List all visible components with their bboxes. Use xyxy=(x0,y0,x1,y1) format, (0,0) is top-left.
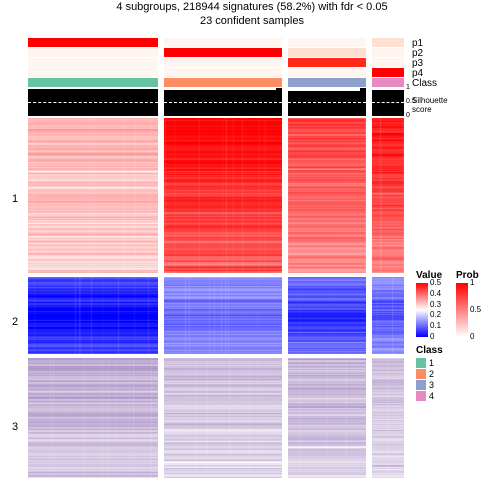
row-group-label-3: 3 xyxy=(12,421,18,433)
class-legend-item-1: 1 xyxy=(416,358,488,368)
annot-row-p2 xyxy=(28,48,408,57)
silhouette-label: Silhouette score xyxy=(412,96,448,114)
legend-area: Value 0.50.40.30.20.10 Prob 10.50 Class … xyxy=(416,270,488,402)
heat-block-r3-c2 xyxy=(164,358,282,478)
row-group-label-2: 2 xyxy=(12,316,18,328)
annot-row-p3 xyxy=(28,58,408,67)
heat-block-r3-c1 xyxy=(28,358,158,478)
annot-label-class: Class xyxy=(412,78,437,89)
class-legend-item-3: 3 xyxy=(416,380,488,390)
heat-block-r3-c3 xyxy=(288,358,366,478)
heat-block-r2-c2 xyxy=(164,277,282,355)
heat-block-r1-c4 xyxy=(372,118,404,273)
class-legend-item-4: 4 xyxy=(416,391,488,401)
value-legend: Value 0.50.40.30.20.10 xyxy=(416,270,448,337)
annot-row-p4 xyxy=(28,68,408,77)
silhouette-row xyxy=(28,88,408,116)
class-legend: Class 1234 xyxy=(416,345,488,401)
prob-legend: Prob 10.50 xyxy=(456,270,488,337)
annot-row-p1 xyxy=(28,38,408,47)
heat-block-r1-c2 xyxy=(164,118,282,273)
heatmap-body xyxy=(28,118,408,478)
heatmap-figure xyxy=(28,38,408,496)
heat-block-r3-c4 xyxy=(372,358,404,478)
annot-row-class xyxy=(28,78,408,87)
title-line-2: 23 confident samples xyxy=(0,14,504,28)
heat-block-r1-c1 xyxy=(28,118,158,273)
heat-block-r2-c1 xyxy=(28,277,158,355)
heat-block-r2-c3 xyxy=(288,277,366,355)
row-group-label-1: 1 xyxy=(12,193,18,205)
class-legend-item-2: 2 xyxy=(416,369,488,379)
heat-block-r2-c4 xyxy=(372,277,404,355)
title-line-1: 4 subgroups, 218944 signatures (58.2%) w… xyxy=(0,0,504,14)
heat-block-r1-c3 xyxy=(288,118,366,273)
